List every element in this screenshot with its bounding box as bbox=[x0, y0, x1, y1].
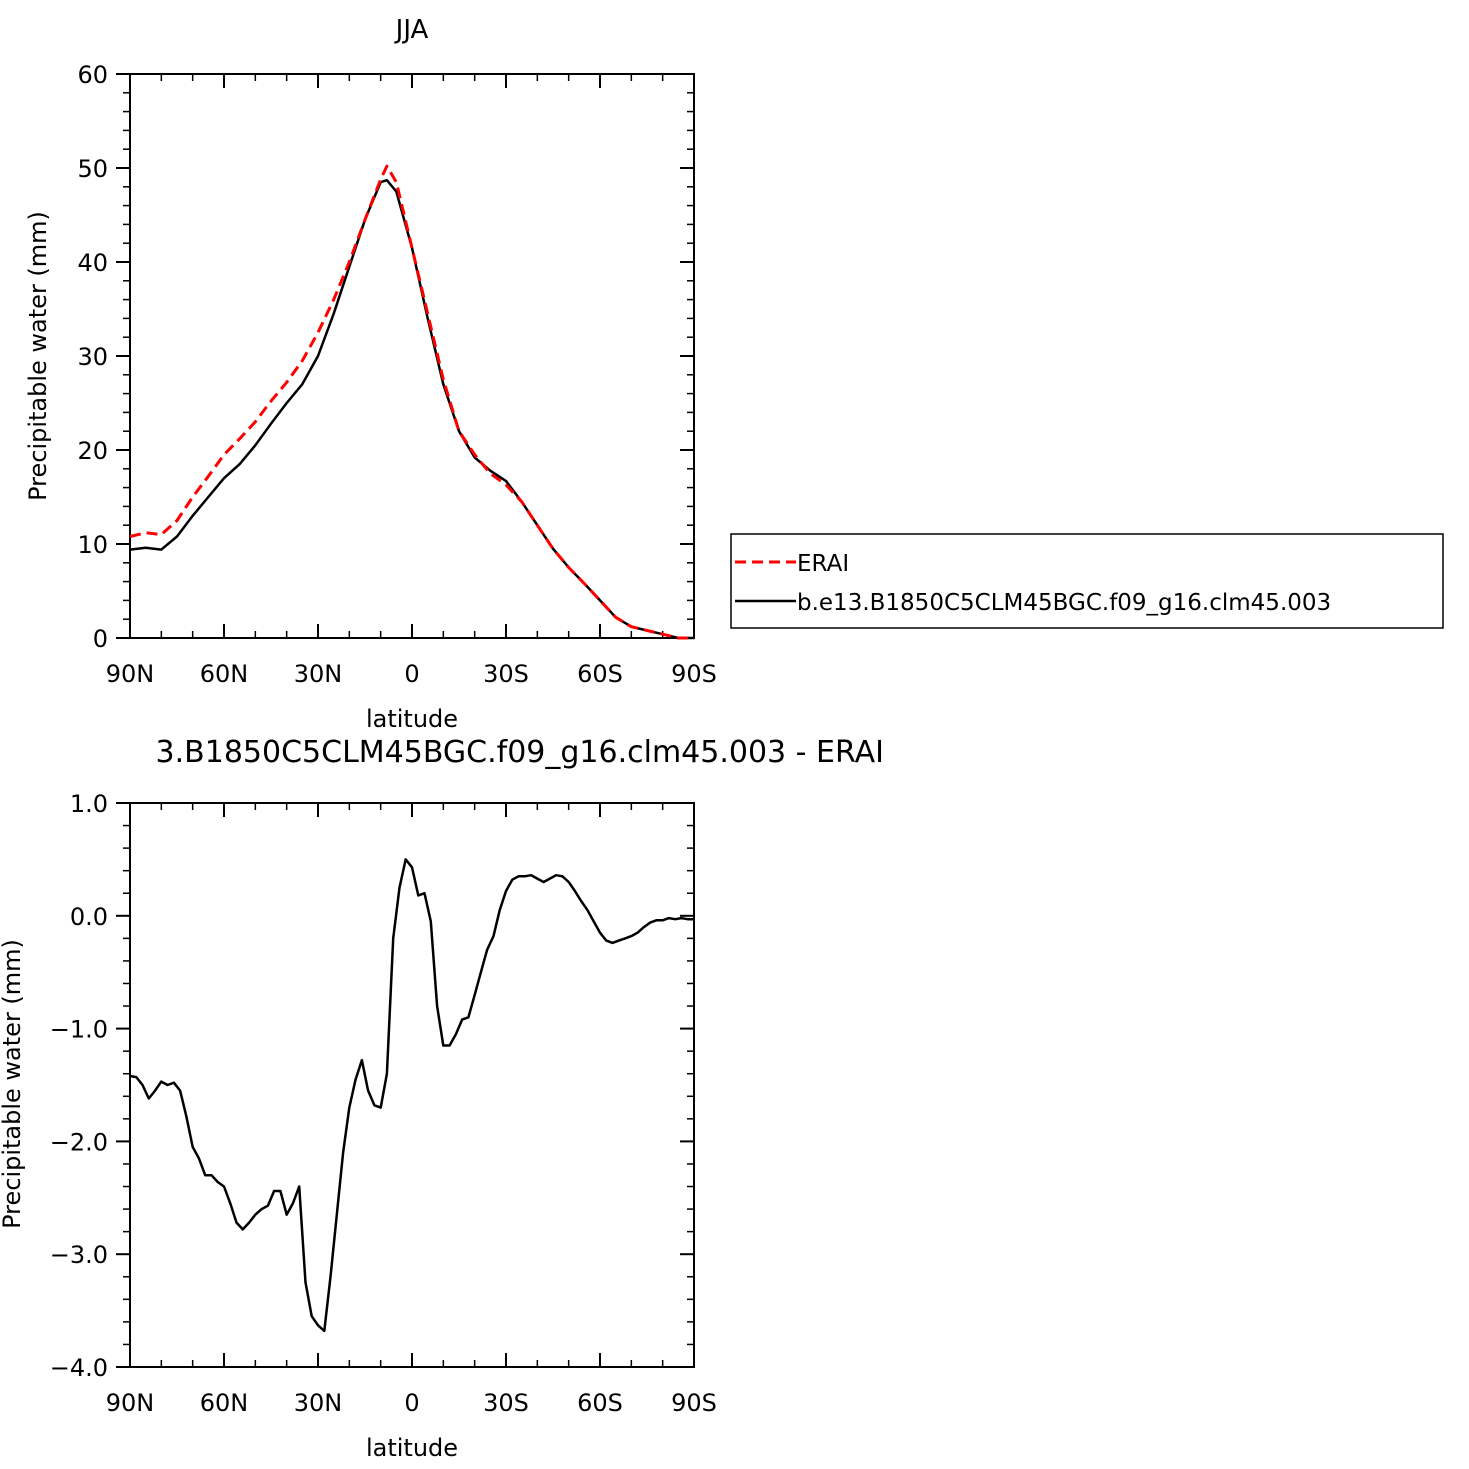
top-x-tick-label: 90S bbox=[671, 660, 717, 688]
top-x-tick-label: 30S bbox=[483, 660, 529, 688]
legend: ERAI b.e13.B1850C5CLM45BGC.f09_g16.clm45… bbox=[730, 533, 1444, 629]
bottom-chart-title: 3.B1850C5CLM45BGC.f09_g16.clm45.003 - ER… bbox=[156, 735, 884, 770]
bottom-x-tick-label: 90N bbox=[106, 1389, 155, 1417]
top-x-tick-label: 60S bbox=[577, 660, 623, 688]
bottom-y-tick-label: 0.0 bbox=[70, 903, 108, 931]
bottom-axis-ticks: 90N 60N 30N 0 30S 60S 90S −4.0 −3.0 −2.0 −1.0 0.0 1.… bbox=[50, 790, 717, 1417]
top-axis-ticks: 90N 60N 30N 0 30S 60S 90S 0 10 20 30 40 50 60 bbox=[77, 61, 716, 688]
top-x-tick-label: 60N bbox=[200, 660, 249, 688]
bottom-series-model-line bbox=[129, 858, 694, 1333]
top-x-axis-label: latitude bbox=[366, 705, 458, 733]
top-y-tick-label: 0 bbox=[93, 625, 108, 653]
top-chart-title: JJA bbox=[394, 15, 429, 45]
top-y-tick-label: 10 bbox=[77, 531, 108, 559]
bottom-chart: 3.B1850C5CLM45BGC.f09_g16.clm45.003 - ER… bbox=[0, 735, 884, 1462]
bottom-y-tick-label: −3.0 bbox=[50, 1241, 108, 1269]
legend-box bbox=[730, 533, 1444, 629]
bottom-y-tick-label: −4.0 bbox=[50, 1354, 108, 1382]
top-series-model-line bbox=[129, 178, 694, 640]
top-y-axis-label: Precipitable water (mm) bbox=[24, 211, 52, 501]
bottom-x-tick-label: 30N bbox=[294, 1389, 343, 1417]
top-x-tick-label: 30N bbox=[294, 660, 343, 688]
bottom-series-group bbox=[129, 858, 694, 1333]
top-series-group bbox=[129, 164, 694, 640]
top-y-tick-label: 50 bbox=[77, 155, 108, 183]
top-chart: JJA Precipitable water (mm) latitude 90N… bbox=[24, 15, 717, 733]
legend-label-erai: ERAI bbox=[797, 551, 849, 577]
bottom-y-axis-label: Precipitable water (mm) bbox=[0, 939, 26, 1229]
bottom-x-tick-label: 60S bbox=[577, 1389, 623, 1417]
top-series-erai-line bbox=[129, 164, 694, 640]
bottom-y-tick-label: −1.0 bbox=[50, 1016, 108, 1044]
bottom-x-tick-label: 30S bbox=[483, 1389, 529, 1417]
top-x-tick-label: 0 bbox=[404, 660, 419, 688]
bottom-x-tick-label: 90S bbox=[671, 1389, 717, 1417]
bottom-plot-frame bbox=[129, 802, 695, 1368]
top-y-tick-label: 20 bbox=[77, 437, 108, 465]
bottom-y-tick-label: −2.0 bbox=[50, 1128, 108, 1156]
top-plot-frame bbox=[129, 73, 695, 639]
top-y-tick-label: 30 bbox=[77, 343, 108, 371]
legend-label-model: b.e13.B1850C5CLM45BGC.f09_g16.clm45.003 bbox=[797, 590, 1331, 616]
bottom-x-tick-label: 0 bbox=[404, 1389, 419, 1417]
top-x-tick-label: 90N bbox=[106, 660, 155, 688]
bottom-x-tick-label: 60N bbox=[200, 1389, 249, 1417]
top-y-tick-label: 60 bbox=[77, 61, 108, 89]
bottom-y-tick-label: 1.0 bbox=[70, 790, 108, 818]
top-y-tick-label: 40 bbox=[77, 249, 108, 277]
bottom-x-axis-label: latitude bbox=[366, 1434, 458, 1462]
